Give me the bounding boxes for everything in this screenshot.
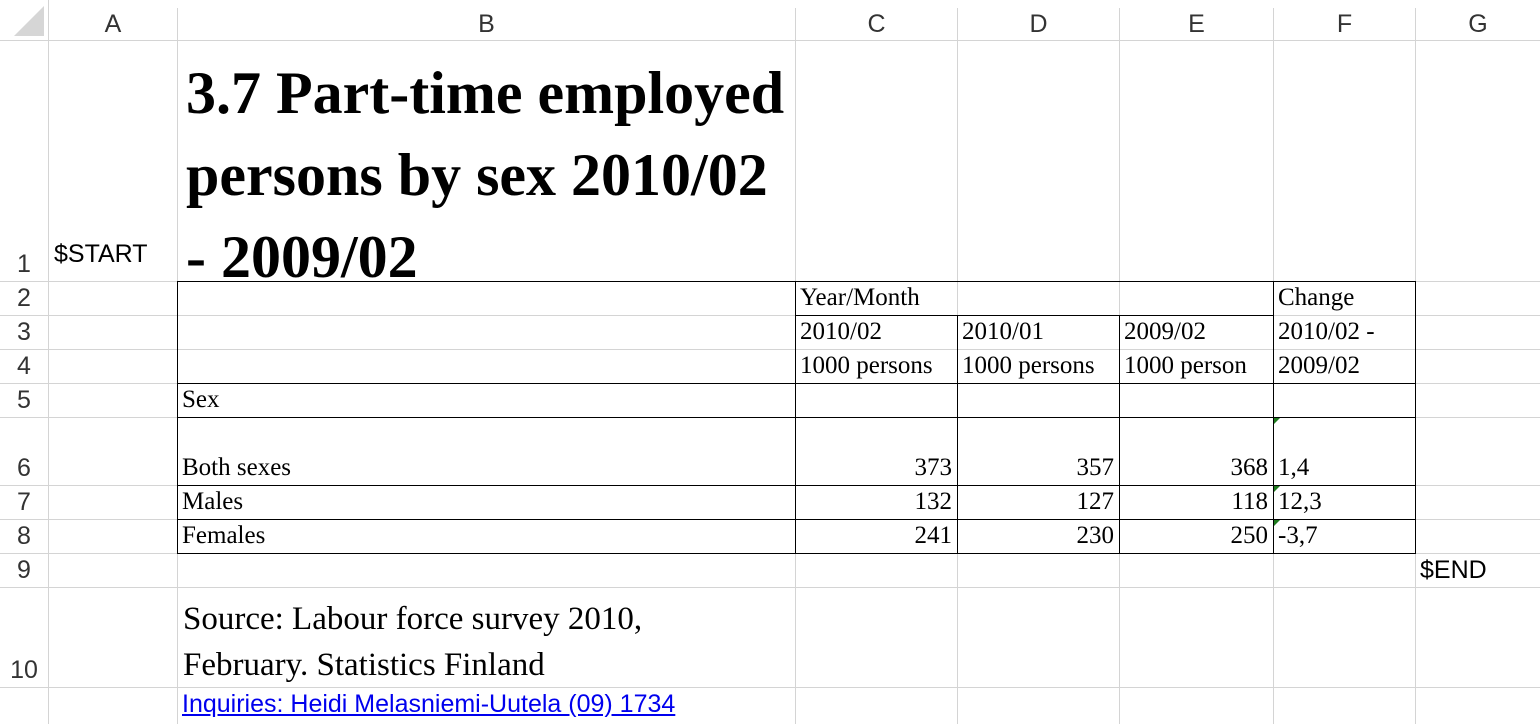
both-sexes-change[interactable]: 1,4 xyxy=(1278,454,1310,481)
text-number-indicator xyxy=(1274,486,1280,492)
col-d-unit[interactable]: 1000 persons xyxy=(962,352,1095,379)
row-header-4[interactable]: 4 xyxy=(17,352,31,380)
col-e-unit[interactable]: 1000 person xyxy=(1124,352,1247,379)
table-title[interactable]: 3.7 Part-time employed persons by sex 20… xyxy=(186,60,785,290)
source-line-2[interactable]: February. Statistics Finland xyxy=(183,647,545,683)
text-number-indicator xyxy=(1274,520,1280,526)
females-2009-02[interactable]: 250 xyxy=(1230,522,1269,549)
column-header-f[interactable]: F xyxy=(1336,9,1353,38)
col-f-period-end[interactable]: 2009/02 xyxy=(1278,352,1360,379)
males-2010-02[interactable]: 132 xyxy=(914,488,953,515)
row-header-10[interactable]: 10 xyxy=(10,656,38,684)
inquiries-link[interactable]: Inquiries: Heidi Melasniemi-Uutela (09) … xyxy=(182,690,675,719)
column-header-a[interactable]: A xyxy=(104,9,122,38)
text-number-indicator xyxy=(1274,418,1280,424)
row-header-3[interactable]: 3 xyxy=(17,318,31,346)
row-header-5[interactable]: 5 xyxy=(17,386,31,414)
row-label-females[interactable]: Females xyxy=(182,522,266,549)
row-label-males[interactable]: Males xyxy=(182,488,244,515)
row-header-8[interactable]: 8 xyxy=(17,522,31,550)
column-header-d[interactable]: D xyxy=(1029,9,1048,38)
cell-g9-end-marker[interactable]: $END xyxy=(1420,556,1487,584)
column-header-c[interactable]: C xyxy=(867,9,886,38)
males-2009-02[interactable]: 118 xyxy=(1231,488,1268,515)
cell-a1-start-marker[interactable]: $START xyxy=(54,240,148,268)
sex-label[interactable]: Sex xyxy=(182,386,220,413)
col-e-period[interactable]: 2009/02 xyxy=(1124,318,1206,345)
males-2010-01[interactable]: 127 xyxy=(1076,488,1115,515)
row-label-both-sexes[interactable]: Both sexes xyxy=(182,454,292,481)
row-header-6[interactable]: 6 xyxy=(17,454,31,482)
row-header-1[interactable]: 1 xyxy=(17,250,31,278)
inquiries-link-text[interactable]: Inquiries: Heidi Melasniemi-Uutela (09) … xyxy=(182,690,676,718)
select-all-corner[interactable] xyxy=(0,0,48,40)
females-2010-01[interactable]: 230 xyxy=(1076,522,1115,549)
col-f-period-start[interactable]: 2010/02 - xyxy=(1278,318,1375,345)
column-header-b[interactable]: B xyxy=(478,9,495,38)
col-c-unit[interactable]: 1000 persons xyxy=(800,352,933,379)
col-d-period[interactable]: 2010/01 xyxy=(962,318,1044,345)
both-sexes-2009-02[interactable]: 368 xyxy=(1230,454,1269,481)
females-2010-02[interactable]: 241 xyxy=(914,522,953,549)
row-header-7[interactable]: 7 xyxy=(17,488,31,516)
males-change[interactable]: 12,3 xyxy=(1278,488,1322,515)
column-header-g[interactable]: G xyxy=(1468,9,1488,38)
year-month-header[interactable]: Year/Month xyxy=(800,284,920,311)
row-header-2[interactable]: 2 xyxy=(17,284,31,312)
source-line-1[interactable]: Source: Labour force survey 2010, xyxy=(183,601,643,637)
females-change[interactable]: -3,7 xyxy=(1278,522,1318,549)
both-sexes-2010-01[interactable]: 357 xyxy=(1076,454,1115,481)
col-c-period[interactable]: 2010/02 xyxy=(800,318,882,345)
change-header[interactable]: Change xyxy=(1278,284,1355,311)
both-sexes-2010-02[interactable]: 373 xyxy=(914,454,953,481)
column-header-e[interactable]: E xyxy=(1188,9,1205,38)
row-header-9[interactable]: 9 xyxy=(17,556,31,584)
